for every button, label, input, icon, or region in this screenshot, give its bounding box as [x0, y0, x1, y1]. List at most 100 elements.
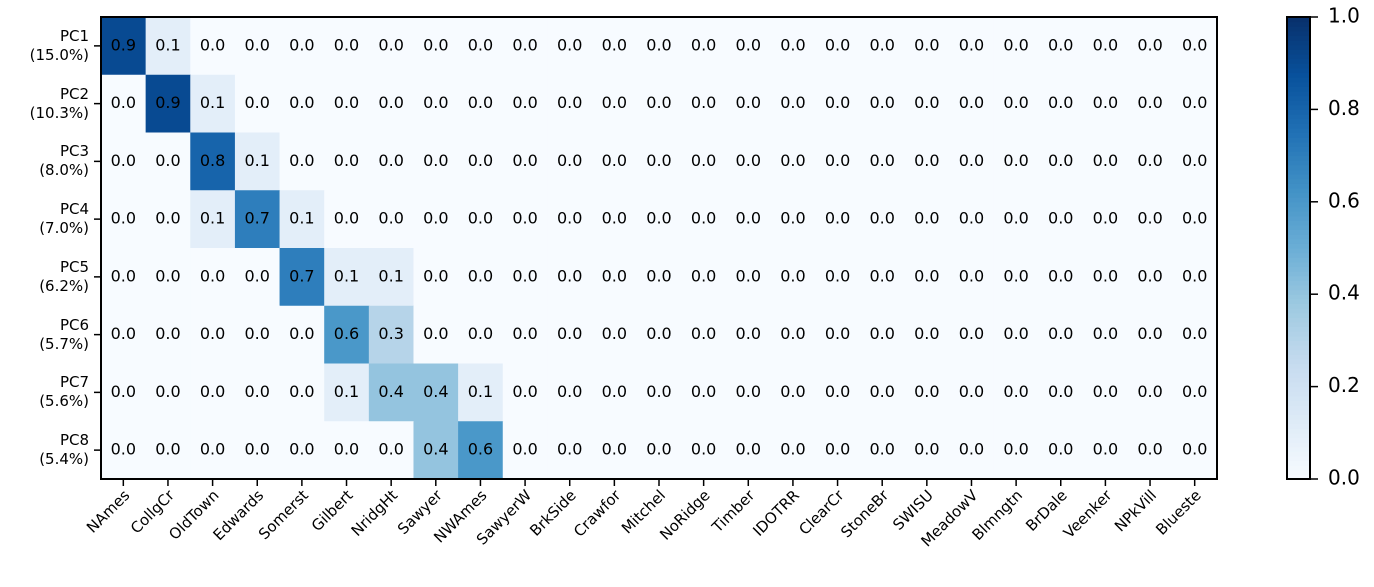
cell-label: 0.0: [468, 324, 493, 343]
cell-label: 0.0: [869, 440, 894, 459]
cell-label: 0.0: [691, 382, 716, 401]
cell-label: 0.0: [155, 151, 180, 170]
cell-label: 0.0: [869, 93, 894, 112]
cell-label: 0.0: [959, 209, 984, 228]
colorbar-segment: [1287, 123, 1310, 129]
heatmap-cell: [190, 421, 236, 480]
cell-label: 0.8: [200, 151, 225, 170]
heatmap-cell: [234, 363, 281, 422]
cell-label: 0.0: [289, 93, 314, 112]
heatmap-cell: [815, 305, 861, 364]
cell-label: 0.0: [780, 35, 805, 54]
cell-label: 0.0: [602, 209, 627, 228]
heatmap-cell: [993, 305, 1039, 364]
colorbar-segment: [1287, 63, 1310, 69]
heatmap-cell: [725, 190, 772, 249]
colorbar-segment: [1287, 428, 1310, 434]
cell-label: 0.9: [111, 35, 136, 54]
heatmap-cell: [725, 17, 772, 76]
heatmap-cell: [681, 248, 727, 307]
cell-label: 0.0: [1182, 35, 1207, 54]
cell-label: 0.0: [646, 440, 671, 459]
heatmap-cell: [547, 74, 593, 133]
cell-label: 0.0: [914, 209, 939, 228]
colorbar-segment: [1287, 53, 1310, 60]
cell-label: 0.6: [334, 324, 359, 343]
heatmap-cell: [502, 305, 548, 364]
heatmap-cell: [949, 305, 995, 364]
heatmap-cell: [145, 248, 191, 307]
colorbar-segment: [1287, 312, 1310, 318]
cell-label: 0.0: [289, 324, 314, 343]
heatmap-cell: [413, 363, 459, 422]
heatmap-cell: [413, 190, 459, 249]
colorbar-segment: [1287, 354, 1310, 360]
cell-label: 0.0: [1093, 324, 1118, 343]
heatmap-cell: [279, 74, 325, 133]
heatmap-cell: [859, 305, 906, 364]
heatmap-cell: [1127, 248, 1173, 307]
heatmap-cell: [859, 74, 906, 133]
y-tick-label: PC5 (6.2%): [39, 257, 89, 295]
heatmap-cell: [1172, 74, 1218, 133]
cell-label: 0.0: [557, 440, 582, 459]
colorbar-segment: [1287, 211, 1310, 217]
colorbar-segment: [1287, 192, 1310, 198]
cell-label: 0.0: [780, 93, 805, 112]
colorbar-segment: [1287, 266, 1310, 272]
heatmap-cell: [413, 17, 459, 76]
heatmap-cell: [101, 132, 147, 191]
cell-label: 0.6: [468, 440, 493, 459]
cell-label: 0.0: [736, 382, 761, 401]
heatmap-cell: [636, 305, 682, 364]
colorbar-segment: [1287, 451, 1310, 457]
cell-label: 0.0: [1137, 151, 1162, 170]
colorbar-segment: [1287, 35, 1310, 41]
heatmap-cell: [770, 132, 816, 191]
cell-label: 0.0: [602, 35, 627, 54]
heatmap-cell: [592, 190, 638, 249]
heatmap-cell: [904, 305, 950, 364]
cell-label: 0.0: [1048, 151, 1073, 170]
colorbar-tick-label: 0.4: [1328, 281, 1360, 305]
heatmap-cell: [1172, 305, 1218, 364]
cell-label: 0.0: [691, 93, 716, 112]
heatmap-cell: [547, 305, 593, 364]
cell-label: 0.0: [959, 266, 984, 285]
heatmap-cell: [592, 305, 638, 364]
heatmap-cell: [458, 421, 504, 480]
heatmap-cell: [368, 305, 414, 364]
heatmap-cell: [592, 421, 638, 480]
heatmap-cell: [190, 17, 236, 76]
colorbar-tick-label: 0.0: [1328, 466, 1360, 490]
colorbar-segment: [1287, 395, 1310, 402]
colorbar-segment: [1287, 30, 1310, 37]
colorbar-segment: [1287, 183, 1310, 189]
cell-label: 0.0: [736, 266, 761, 285]
cell-label: 0.0: [1003, 266, 1028, 285]
heatmap-cell: [279, 305, 325, 364]
cell-label: 0.0: [1003, 151, 1028, 170]
colorbar-segment: [1287, 77, 1310, 83]
cell-label: 0.0: [691, 266, 716, 285]
colorbar-segment: [1287, 58, 1310, 64]
cell-label: 0.0: [1137, 266, 1162, 285]
cell-label: 0.0: [646, 93, 671, 112]
cell-label: 0.0: [468, 266, 493, 285]
cell-label: 0.1: [378, 266, 403, 285]
colorbar-segment: [1287, 432, 1310, 439]
heatmap-cell: [681, 305, 727, 364]
heatmap-cell: [681, 132, 727, 191]
colorbar-segment: [1287, 95, 1310, 101]
cell-label: 0.0: [334, 209, 359, 228]
colorbar-segment: [1287, 197, 1310, 203]
cell-label: 0.0: [1048, 35, 1073, 54]
cell-label: 0.1: [200, 209, 225, 228]
heatmap-cell: [636, 363, 682, 422]
cell-label: 0.0: [245, 324, 270, 343]
heatmap-cell: [145, 17, 191, 76]
heatmap-cell: [547, 190, 593, 249]
y-tick-label: PC7 (5.6%): [39, 373, 89, 411]
heatmap-cell: [904, 421, 950, 480]
